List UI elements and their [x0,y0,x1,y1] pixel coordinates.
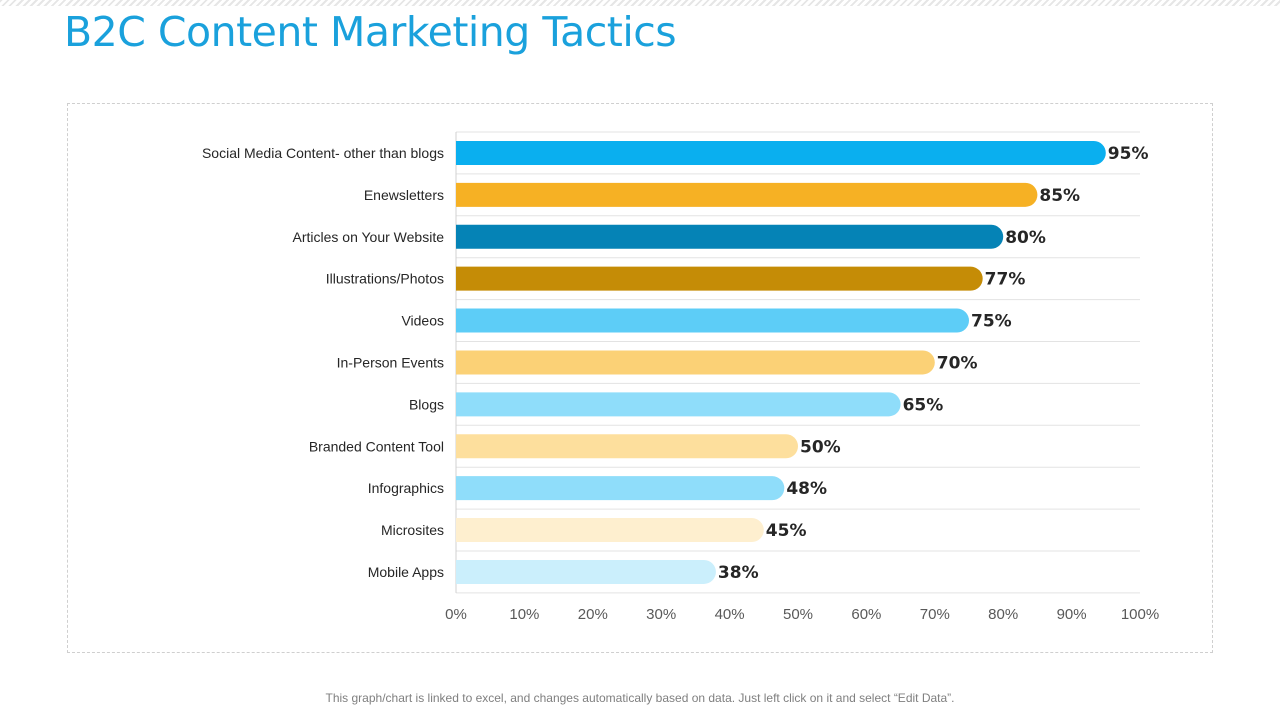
x-tick-label: 20% [578,606,608,623]
data-label: 65% [903,395,944,415]
data-label: 38% [718,563,759,583]
bar[interactable] [456,392,901,417]
top-decorative-stripe [0,0,1280,6]
category-label: Branded Content Tool [309,438,444,454]
category-label: Videos [401,313,444,329]
page-title: B2C Content Marketing Tactics [64,8,677,56]
bar[interactable] [456,518,764,543]
bar[interactable] [456,476,785,501]
x-tick-label: 60% [851,606,881,623]
bar[interactable] [456,266,983,291]
x-tick-label: 10% [509,606,539,623]
category-label: Microsites [381,522,444,538]
data-label: 77% [985,270,1026,290]
bar-chart[interactable]: Social Media Content- other than blogs 95… [68,104,1212,652]
x-tick-label: 0% [445,606,467,623]
bar[interactable] [456,140,1106,165]
chart-frame[interactable]: Social Media Content- other than blogs 95… [67,103,1213,653]
bar[interactable] [456,434,798,459]
data-label: 80% [1005,228,1046,248]
bar[interactable] [456,224,1004,249]
data-label: 85% [1039,186,1080,206]
x-tick-label: 50% [783,606,813,623]
footnote: This graph/chart is linked to excel, and… [325,691,955,705]
category-label: Infographics [368,480,444,496]
data-label: 70% [937,353,978,373]
bar[interactable] [456,559,716,584]
bar[interactable] [456,350,935,375]
category-label: Enewsletters [364,187,444,203]
x-tick-label: 80% [988,606,1018,623]
x-tick-label: 40% [715,606,745,623]
bar[interactable] [456,182,1038,207]
data-label: 45% [766,521,807,541]
x-tick-label: 30% [646,606,676,623]
data-label: 48% [786,479,827,499]
bar[interactable] [456,308,969,333]
data-label: 75% [971,312,1012,332]
x-tick-label: 70% [920,606,950,623]
x-tick-label: 100% [1121,606,1159,623]
category-label: Articles on Your Website [293,229,445,245]
x-tick-label: 90% [1057,606,1087,623]
category-label: Blogs [409,396,444,412]
category-label: Mobile Apps [368,564,444,580]
data-label: 95% [1108,144,1149,164]
category-label: Illustrations/Photos [326,271,444,287]
data-label: 50% [800,437,841,457]
category-label: Social Media Content- other than blogs [202,145,444,161]
category-label: In-Person Events [337,354,444,370]
